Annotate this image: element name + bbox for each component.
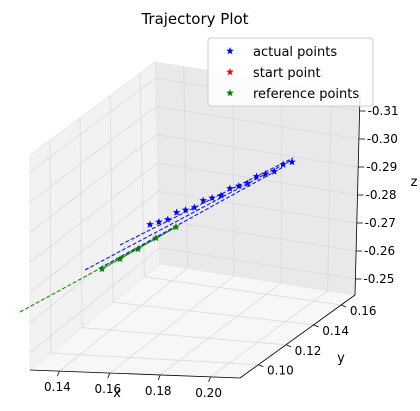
actual-point — [288, 158, 296, 166]
x-grid-line — [109, 74, 235, 374]
actual-point — [270, 167, 279, 175]
legend: actual points start point reference points — [207, 37, 374, 107]
z-grid-line — [29, 106, 359, 203]
grid-lines — [29, 66, 360, 378]
z-tick-label: -0.27 — [365, 216, 396, 230]
x-axis-label: x — [113, 386, 121, 401]
actual-point — [279, 160, 287, 168]
y-axis-line — [239, 294, 356, 379]
y-axis-label: y — [337, 351, 345, 366]
actual-point — [181, 206, 190, 214]
y-tick-label: 0.14 — [322, 324, 349, 338]
z-grid-line — [29, 247, 356, 354]
chart-title: Trajectory Plot — [140, 10, 248, 28]
x-grid-line — [210, 90, 332, 378]
legend-label: actual points — [253, 45, 337, 60]
axes-panes — [28, 61, 361, 379]
actual-point — [234, 182, 243, 190]
z-grid-line — [29, 190, 357, 293]
y-tick — [285, 344, 292, 348]
x-tick-label: 0.20 — [195, 386, 222, 400]
reference-point — [98, 265, 106, 273]
actual-point — [261, 170, 270, 178]
z-tick-label: -0.26 — [364, 244, 395, 258]
y-tick — [258, 364, 264, 368]
y-tick-label: 0.16 — [350, 304, 377, 318]
z-grid-line — [29, 134, 359, 233]
y-tick-label: 0.12 — [295, 344, 322, 358]
actual-trajectory-line — [99, 165, 286, 269]
x-axis-line — [29, 369, 241, 379]
reference-trajectory-line — [101, 225, 179, 270]
reference-point — [134, 245, 142, 253]
x-grid-line — [159, 82, 283, 376]
legend-box — [207, 37, 374, 107]
z-tick-label: -0.31 — [368, 104, 399, 118]
actual-point — [243, 179, 252, 187]
x-tick — [107, 372, 111, 379]
reference-point — [172, 223, 180, 231]
x-tick-label: 0.18 — [145, 384, 172, 398]
reference-point — [116, 255, 124, 263]
x-tick — [208, 376, 211, 383]
actual-point — [190, 203, 199, 211]
data-layer — [19, 157, 296, 313]
actual-point — [199, 196, 208, 204]
z-axis-label: z — [411, 175, 418, 190]
legend-marker — [226, 68, 234, 76]
z-tick-label: -0.29 — [366, 160, 397, 174]
y-tick-label: 0.10 — [267, 364, 294, 378]
actual-point — [163, 215, 172, 223]
y-tick — [313, 324, 319, 328]
legend-label: reference points — [253, 87, 359, 102]
x-tick-label: 0.14 — [44, 380, 71, 394]
x-tick-label: 0.16 — [94, 382, 121, 396]
actual-point — [155, 218, 163, 226]
y-grid-line — [50, 352, 259, 366]
tick-marks: 0.14 0.16 0.18 0.200.100.120.140.16-0.25-0.… — [44, 104, 399, 400]
x-tick — [157, 374, 161, 381]
y-tick — [341, 304, 347, 308]
z-tick-label: -0.28 — [366, 188, 397, 202]
actual-point — [252, 172, 261, 180]
z-grid-line — [29, 162, 358, 263]
z-tick-label: -0.30 — [367, 132, 398, 146]
actual-point — [146, 220, 154, 228]
reference-point — [152, 234, 160, 242]
legend-label: start point — [253, 66, 321, 81]
legend-marker — [226, 89, 234, 97]
actual-point — [226, 184, 234, 192]
actual-point — [208, 194, 216, 202]
legend-marker — [226, 47, 234, 55]
actual-point — [217, 191, 225, 199]
actual-point — [172, 208, 181, 216]
z-tick-label: -0.25 — [363, 272, 394, 286]
y-grid-line — [144, 276, 342, 306]
x-tick — [57, 370, 60, 377]
x-grid-line — [59, 66, 188, 372]
actual-trajectory-line — [119, 157, 294, 246]
y-grid-line — [81, 327, 287, 346]
y-grid-line — [113, 301, 314, 326]
